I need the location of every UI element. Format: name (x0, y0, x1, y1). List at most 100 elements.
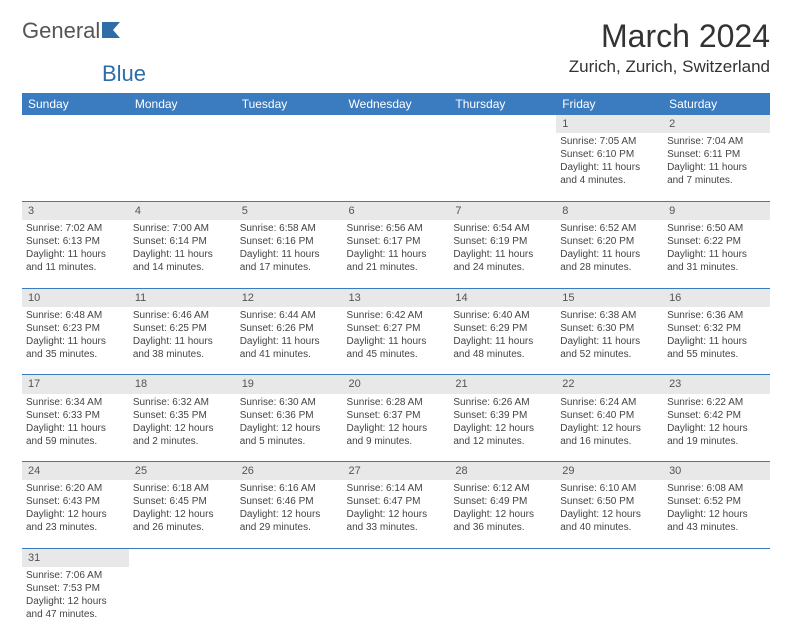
weekday-header-row: Sunday Monday Tuesday Wednesday Thursday… (22, 93, 770, 115)
sunset-text: Sunset: 6:26 PM (240, 322, 339, 335)
day-number-cell: 22 (556, 375, 663, 394)
daylight-text: Daylight: 11 hours and 31 minutes. (667, 248, 766, 274)
day-number-cell (236, 115, 343, 133)
sunrise-text: Sunrise: 6:14 AM (347, 482, 446, 495)
day-info-cell: Sunrise: 6:54 AMSunset: 6:19 PMDaylight:… (449, 220, 556, 288)
sunset-text: Sunset: 6:40 PM (560, 409, 659, 422)
sunrise-text: Sunrise: 7:00 AM (133, 222, 232, 235)
day-info-cell: Sunrise: 6:18 AMSunset: 6:45 PMDaylight:… (129, 480, 236, 548)
day-number-cell (129, 548, 236, 567)
sunset-text: Sunset: 6:45 PM (133, 495, 232, 508)
daylight-text: Daylight: 12 hours and 9 minutes. (347, 422, 446, 448)
sunset-text: Sunset: 6:42 PM (667, 409, 766, 422)
day-number-cell (343, 115, 450, 133)
sunrise-text: Sunrise: 6:48 AM (26, 309, 125, 322)
sunrise-text: Sunrise: 6:28 AM (347, 396, 446, 409)
sunset-text: Sunset: 6:43 PM (26, 495, 125, 508)
daylight-text: Daylight: 12 hours and 40 minutes. (560, 508, 659, 534)
day-info-cell (449, 567, 556, 641)
daylight-text: Daylight: 11 hours and 41 minutes. (240, 335, 339, 361)
day-info-cell: Sunrise: 6:58 AMSunset: 6:16 PMDaylight:… (236, 220, 343, 288)
day-info-cell: Sunrise: 6:44 AMSunset: 6:26 PMDaylight:… (236, 307, 343, 375)
daylight-text: Daylight: 11 hours and 38 minutes. (133, 335, 232, 361)
day-info-cell (22, 133, 129, 201)
daylight-text: Daylight: 11 hours and 59 minutes. (26, 422, 125, 448)
daylight-text: Daylight: 12 hours and 5 minutes. (240, 422, 339, 448)
sunset-text: Sunset: 6:36 PM (240, 409, 339, 422)
day-info-cell: Sunrise: 6:32 AMSunset: 6:35 PMDaylight:… (129, 394, 236, 462)
sunset-text: Sunset: 6:10 PM (560, 148, 659, 161)
day-info-row: Sunrise: 7:05 AMSunset: 6:10 PMDaylight:… (22, 133, 770, 201)
day-info-cell: Sunrise: 6:26 AMSunset: 6:39 PMDaylight:… (449, 394, 556, 462)
day-number-cell: 2 (663, 115, 770, 133)
day-info-cell: Sunrise: 6:48 AMSunset: 6:23 PMDaylight:… (22, 307, 129, 375)
sunset-text: Sunset: 6:16 PM (240, 235, 339, 248)
day-info-cell: Sunrise: 6:50 AMSunset: 6:22 PMDaylight:… (663, 220, 770, 288)
day-number-cell: 20 (343, 375, 450, 394)
sunrise-text: Sunrise: 6:40 AM (453, 309, 552, 322)
day-number-cell: 3 (22, 201, 129, 220)
daylight-text: Daylight: 11 hours and 7 minutes. (667, 161, 766, 187)
sunrise-text: Sunrise: 6:08 AM (667, 482, 766, 495)
sunrise-text: Sunrise: 6:42 AM (347, 309, 446, 322)
daylight-text: Daylight: 12 hours and 16 minutes. (560, 422, 659, 448)
daylight-text: Daylight: 11 hours and 35 minutes. (26, 335, 125, 361)
daylight-text: Daylight: 11 hours and 14 minutes. (133, 248, 232, 274)
calendar-table: Sunday Monday Tuesday Wednesday Thursday… (22, 93, 770, 641)
day-info-cell: Sunrise: 6:10 AMSunset: 6:50 PMDaylight:… (556, 480, 663, 548)
sunset-text: Sunset: 6:30 PM (560, 322, 659, 335)
sunset-text: Sunset: 6:27 PM (347, 322, 446, 335)
day-info-cell: Sunrise: 7:02 AMSunset: 6:13 PMDaylight:… (22, 220, 129, 288)
weekday-header: Tuesday (236, 93, 343, 115)
day-number-cell: 21 (449, 375, 556, 394)
sunset-text: Sunset: 6:47 PM (347, 495, 446, 508)
day-info-cell: Sunrise: 7:04 AMSunset: 6:11 PMDaylight:… (663, 133, 770, 201)
day-number-cell: 7 (449, 201, 556, 220)
sunrise-text: Sunrise: 6:24 AM (560, 396, 659, 409)
weekday-header: Sunday (22, 93, 129, 115)
day-number-cell: 5 (236, 201, 343, 220)
sunrise-text: Sunrise: 6:16 AM (240, 482, 339, 495)
daylight-text: Daylight: 11 hours and 48 minutes. (453, 335, 552, 361)
day-number-row: 31 (22, 548, 770, 567)
sunrise-text: Sunrise: 6:36 AM (667, 309, 766, 322)
weekday-header: Wednesday (343, 93, 450, 115)
sunrise-text: Sunrise: 6:12 AM (453, 482, 552, 495)
sunset-text: Sunset: 6:20 PM (560, 235, 659, 248)
day-info-cell (236, 133, 343, 201)
day-number-cell: 25 (129, 462, 236, 481)
day-info-cell (129, 567, 236, 641)
day-number-cell: 27 (343, 462, 450, 481)
day-number-cell: 8 (556, 201, 663, 220)
daylight-text: Daylight: 12 hours and 43 minutes. (667, 508, 766, 534)
sunrise-text: Sunrise: 6:52 AM (560, 222, 659, 235)
sunrise-text: Sunrise: 7:02 AM (26, 222, 125, 235)
weekday-header: Friday (556, 93, 663, 115)
daylight-text: Daylight: 11 hours and 21 minutes. (347, 248, 446, 274)
daylight-text: Daylight: 12 hours and 12 minutes. (453, 422, 552, 448)
day-number-cell: 1 (556, 115, 663, 133)
sunset-text: Sunset: 6:52 PM (667, 495, 766, 508)
sunset-text: Sunset: 6:35 PM (133, 409, 232, 422)
day-info-cell: Sunrise: 6:40 AMSunset: 6:29 PMDaylight:… (449, 307, 556, 375)
month-title: March 2024 (569, 18, 770, 55)
day-info-cell (343, 133, 450, 201)
day-info-row: Sunrise: 6:34 AMSunset: 6:33 PMDaylight:… (22, 394, 770, 462)
day-number-cell: 6 (343, 201, 450, 220)
sunrise-text: Sunrise: 6:56 AM (347, 222, 446, 235)
sunset-text: Sunset: 6:13 PM (26, 235, 125, 248)
day-number-cell: 12 (236, 288, 343, 307)
day-number-row: 17181920212223 (22, 375, 770, 394)
day-info-cell: Sunrise: 7:06 AMSunset: 7:53 PMDaylight:… (22, 567, 129, 641)
daylight-text: Daylight: 11 hours and 24 minutes. (453, 248, 552, 274)
sunset-text: Sunset: 6:39 PM (453, 409, 552, 422)
title-block: March 2024 Zurich, Zurich, Switzerland (569, 18, 770, 77)
location-text: Zurich, Zurich, Switzerland (569, 57, 770, 77)
sunset-text: Sunset: 6:37 PM (347, 409, 446, 422)
day-number-cell: 15 (556, 288, 663, 307)
sunrise-text: Sunrise: 6:50 AM (667, 222, 766, 235)
day-info-cell: Sunrise: 7:00 AMSunset: 6:14 PMDaylight:… (129, 220, 236, 288)
daylight-text: Daylight: 11 hours and 28 minutes. (560, 248, 659, 274)
logo-text-blue: Blue (102, 61, 146, 86)
daylight-text: Daylight: 11 hours and 45 minutes. (347, 335, 446, 361)
